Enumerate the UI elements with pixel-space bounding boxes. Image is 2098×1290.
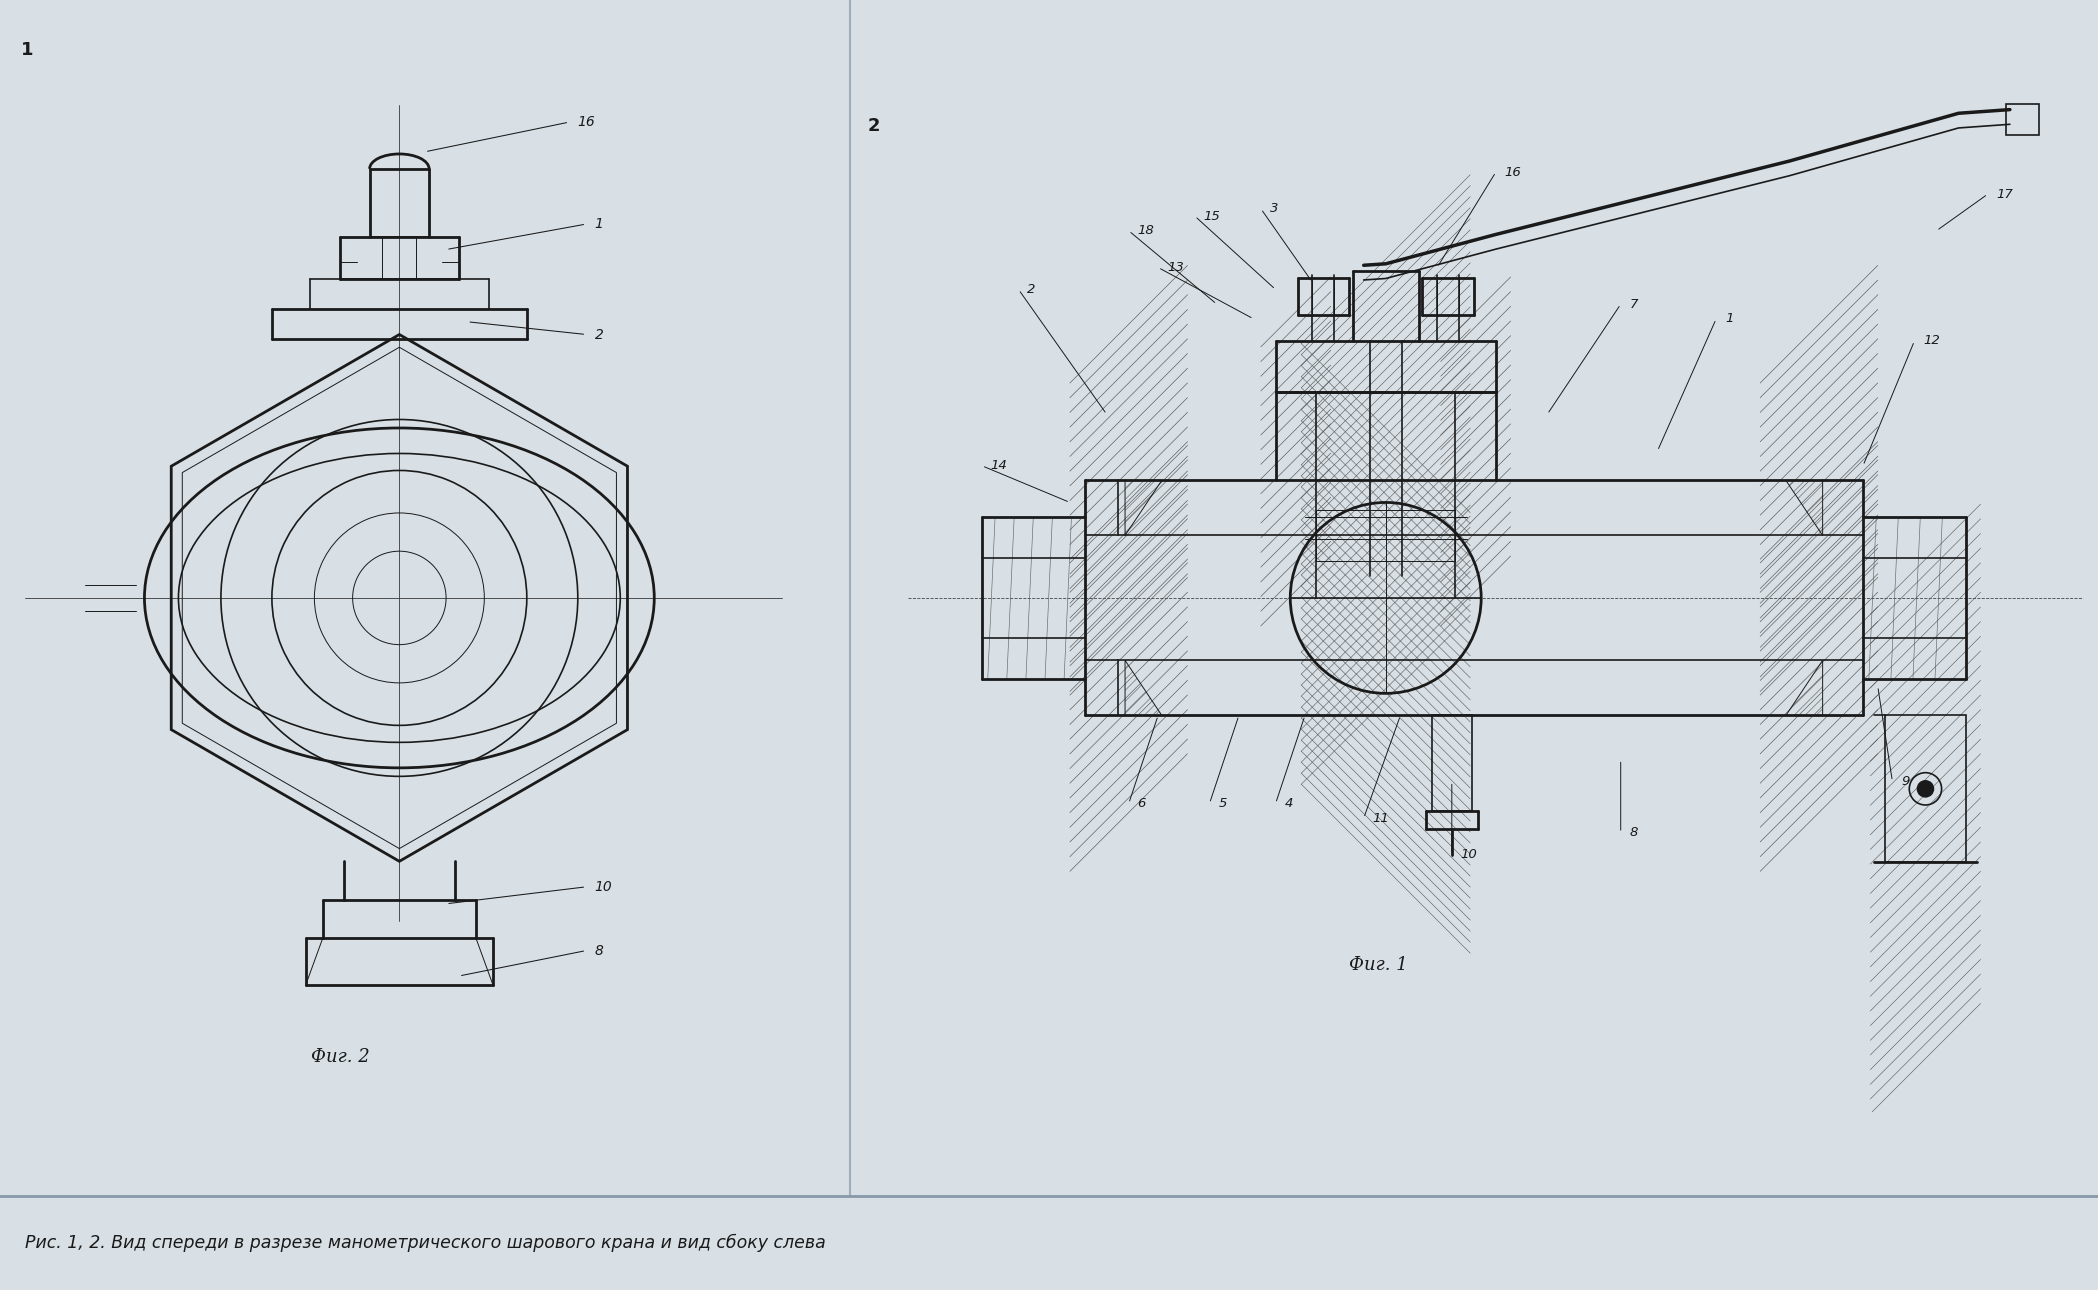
Text: 10: 10 [596, 880, 613, 894]
Text: 13: 13 [1166, 261, 1183, 273]
Text: 1: 1 [596, 217, 604, 231]
Circle shape [1918, 780, 1934, 797]
Text: 16: 16 [577, 115, 596, 129]
Text: Фиг. 1: Фиг. 1 [1349, 956, 1408, 974]
Text: 9: 9 [1901, 775, 1909, 788]
Text: 6: 6 [1137, 797, 1146, 810]
Text: 10: 10 [1460, 849, 1477, 862]
Bar [1431, 716, 1473, 811]
Text: 1: 1 [21, 41, 34, 59]
Text: 8: 8 [1630, 827, 1639, 840]
Text: 2: 2 [596, 328, 604, 342]
Bar [1886, 716, 1966, 862]
Bar [1315, 510, 1456, 561]
Text: 14: 14 [990, 459, 1007, 472]
Text: 16: 16 [1504, 165, 1521, 178]
Text: 8: 8 [596, 943, 604, 957]
Text: 5: 5 [1219, 797, 1227, 810]
Text: 15: 15 [1204, 209, 1221, 223]
Text: 2: 2 [869, 117, 881, 135]
Text: 17: 17 [1997, 187, 2014, 200]
Bar [2006, 104, 2039, 135]
Text: 1: 1 [1725, 312, 1733, 325]
Text: 18: 18 [1137, 224, 1154, 237]
Text: 7: 7 [1630, 298, 1639, 311]
Text: 12: 12 [1924, 334, 1941, 347]
Text: Фиг. 2: Фиг. 2 [311, 1047, 369, 1066]
Text: 2: 2 [1028, 283, 1036, 295]
Text: 4: 4 [1284, 797, 1292, 810]
Text: Рис. 1, 2. Вид спереди в разрезе манометрического шарового крана и вид сбоку сле: Рис. 1, 2. Вид спереди в разрезе маномет… [25, 1233, 827, 1253]
Text: 11: 11 [1372, 811, 1389, 824]
Text: 3: 3 [1269, 203, 1278, 215]
